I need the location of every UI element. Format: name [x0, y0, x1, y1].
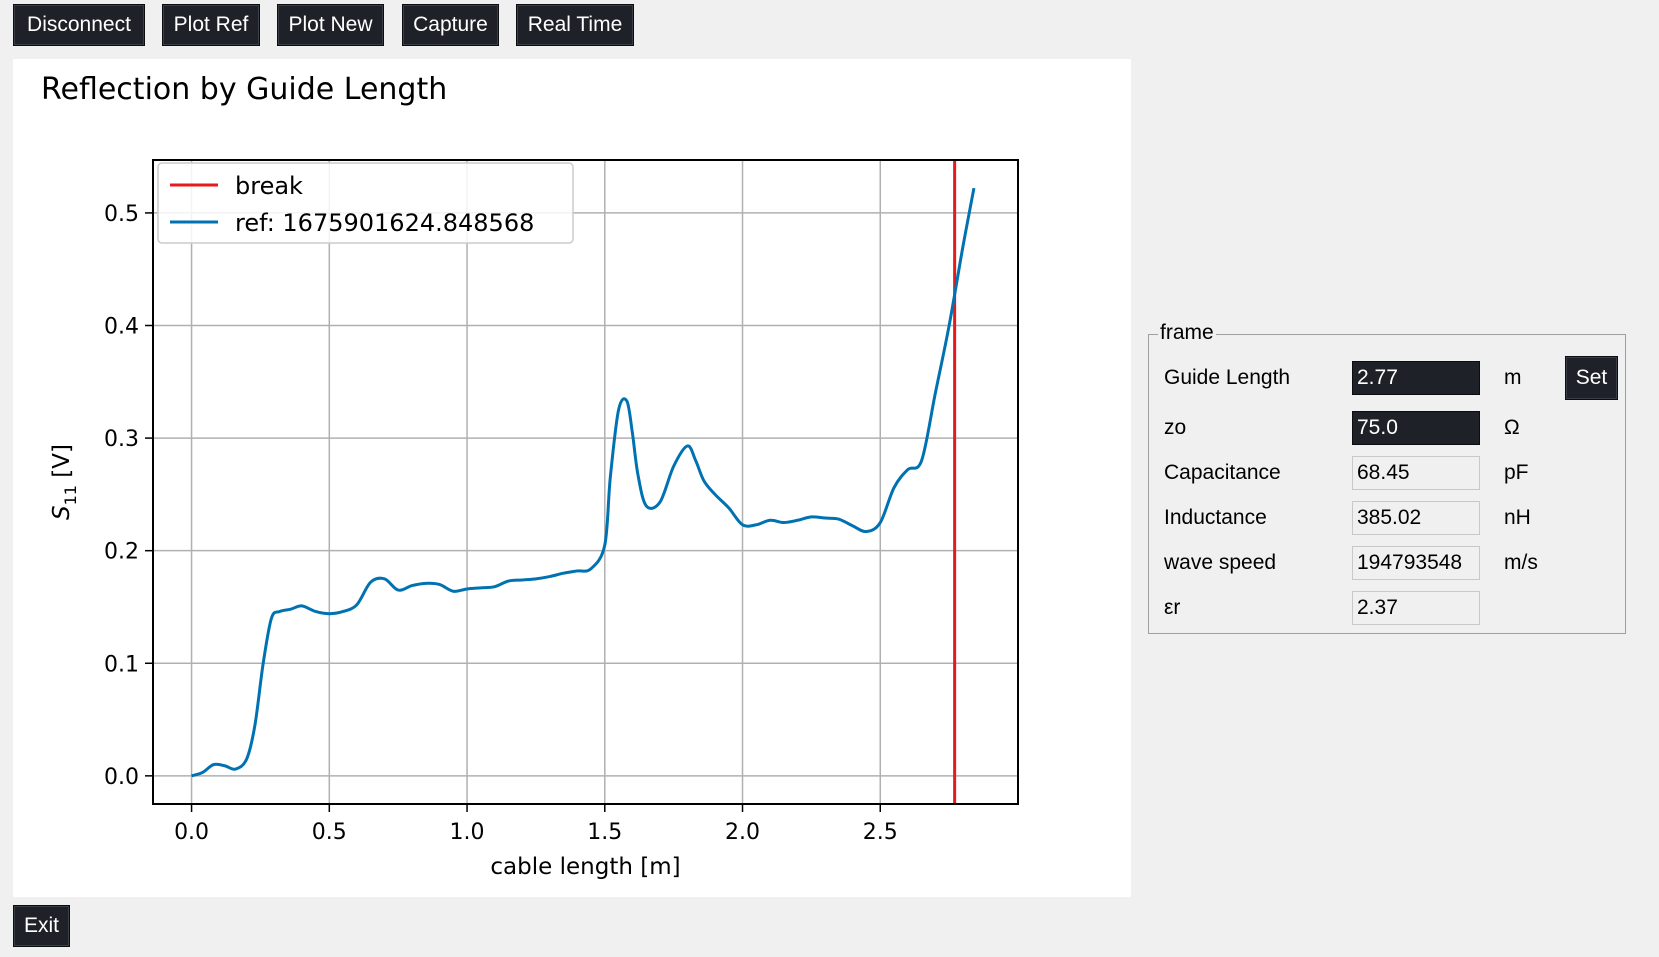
x-tick-label: 0.0: [174, 820, 209, 845]
y-tick-label: 0.3: [104, 427, 139, 452]
grid: [153, 160, 1018, 804]
capture-button[interactable]: Capture: [402, 4, 499, 46]
plot-area-frame: [152, 159, 1019, 805]
ref-series-line: [191, 187, 976, 778]
inductance-unit: nH: [1504, 506, 1531, 529]
wave-speed-label: wave speed: [1164, 551, 1277, 574]
x-tick-label: 1.0: [450, 820, 485, 845]
plot-panel: Reflection by Guide Length 0.0 0.5 1.0 1.5 2…: [13, 59, 1131, 897]
y-axis-label: S11 [V]: [49, 444, 80, 520]
legend-entry-ref: ref: 1675901624.848568: [235, 209, 534, 237]
permittivity-row: εr 2.37: [1149, 588, 1625, 628]
x-axis-label: cable length [m]: [490, 854, 680, 880]
y-tick-label: 0.4: [104, 315, 139, 340]
capacitance-unit: pF: [1504, 461, 1529, 484]
capacitance-value: 68.45: [1352, 456, 1480, 490]
legend-box: [157, 162, 574, 244]
real-time-button[interactable]: Real Time: [516, 4, 634, 46]
wave-speed-unit: m/s: [1504, 551, 1538, 574]
wave-speed-value: 194793548: [1352, 546, 1480, 580]
x-tick-label: 2.5: [863, 820, 898, 845]
series-layer: [191, 160, 976, 804]
legend-entry-break: break: [235, 172, 303, 200]
zo-label: zo: [1164, 416, 1187, 439]
capacitance-row: Capacitance 68.45 pF: [1149, 453, 1625, 493]
y-tick-label: 0.1: [104, 652, 139, 677]
y-tick-label: 0.0: [104, 765, 139, 790]
guide-length-row: Guide Length 2.77 m: [1149, 358, 1625, 398]
inductance-value: 385.02: [1352, 501, 1480, 535]
zo-row: zo 75.0 Ω: [1149, 408, 1625, 448]
disconnect-button[interactable]: Disconnect: [13, 4, 145, 46]
frame-title: frame: [1158, 321, 1216, 345]
plot-ref-button[interactable]: Plot Ref: [162, 4, 260, 46]
inductance-row: Inductance 385.02 nH: [1149, 498, 1625, 538]
legend: break ref: 1675901624.848568: [157, 162, 574, 244]
x-tick-label: 0.5: [312, 820, 347, 845]
tick-layer: 0.0 0.5 1.0 1.5 2.0 2.5 0.0 0.1 0.2 0.3 0.4 0.5: [104, 202, 898, 845]
wave-speed-row: wave speed 194793548 m/s: [1149, 543, 1625, 583]
frame-group: frame Guide Length 2.77 m Set zo 75.0 Ω …: [1148, 321, 1626, 634]
y-tick-label: 0.5: [104, 202, 139, 227]
permittivity-value: 2.37: [1352, 591, 1480, 625]
guide-length-label: Guide Length: [1164, 366, 1291, 389]
zo-input[interactable]: 75.0: [1352, 411, 1480, 445]
exit-button[interactable]: Exit: [13, 905, 70, 947]
guide-length-input[interactable]: 2.77: [1352, 361, 1480, 395]
chart-title: Reflection by Guide Length: [41, 72, 447, 107]
zo-unit: Ω: [1504, 416, 1520, 439]
set-button[interactable]: Set: [1565, 356, 1618, 400]
capacitance-label: Capacitance: [1164, 461, 1281, 484]
guide-length-unit: m: [1504, 366, 1522, 389]
reflection-chart: Reflection by Guide Length 0.0 0.5 1.0 1.5 2…: [41, 72, 1019, 880]
x-tick-label: 1.5: [587, 820, 622, 845]
inductance-label: Inductance: [1164, 506, 1267, 529]
y-tick-label: 0.2: [104, 540, 139, 565]
x-tick-label: 2.0: [725, 820, 760, 845]
permittivity-label: εr: [1164, 596, 1181, 619]
plot-new-button[interactable]: Plot New: [277, 4, 384, 46]
